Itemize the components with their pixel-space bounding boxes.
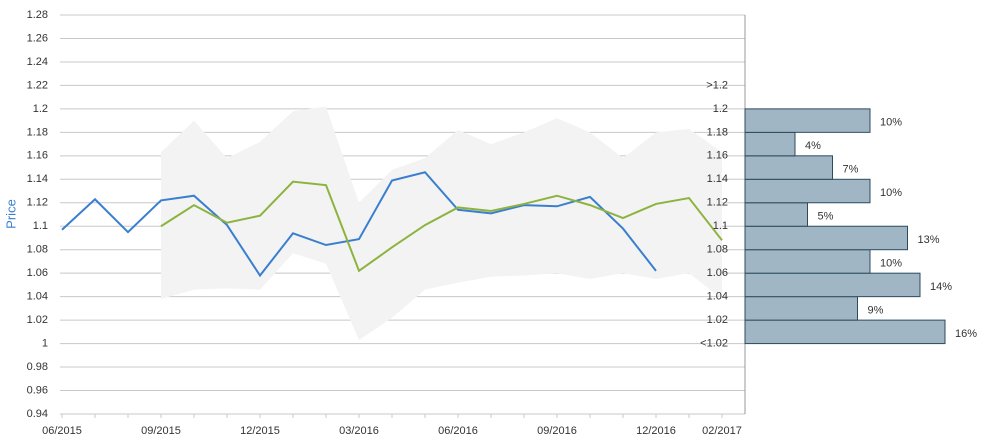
histogram-tick-label: 1.16 [707,150,728,162]
histogram-tick-label: 1.08 [707,244,728,256]
histogram-tick-label: 1.02 [707,314,728,326]
histogram-tick-label: 1.04 [707,291,728,303]
x-tick-label: 03/2016 [339,425,379,437]
y-tick-label: 0.94 [27,408,48,420]
x-tick-label: 02/2017 [702,425,742,437]
y-tick-label: 1.1 [33,220,48,232]
y-tick-label: 1.04 [27,291,48,303]
y-axis-label: Price [3,199,18,229]
series-line [160,180,723,273]
histogram-bar [744,296,858,321]
y-tick-label: 1.28 [27,9,48,21]
y-tick-label: 1.24 [27,56,48,68]
bar-value-label: 4% [805,140,821,152]
bar-value-label: 16% [955,328,977,340]
x-tick-label: 06/2016 [438,425,478,437]
histogram-bar [744,249,871,274]
x-tick-label: 12/2016 [636,425,676,437]
x-tick-label: 12/2015 [240,425,280,437]
series-line [61,171,657,278]
bar-value-label: 7% [843,163,859,175]
y-tick-label: 1 [42,337,48,349]
bar-value-label: 10% [880,187,902,199]
histogram-tick-label: 1.18 [707,126,728,138]
y-tick-label: 1.14 [27,173,48,185]
histogram-bar [744,155,833,180]
bar-value-label: 10% [880,257,902,269]
histogram-tick-label: <1.02 [700,337,728,349]
histogram-bar [744,108,871,133]
histogram-tick-label: >1.2 [706,79,728,91]
bar-value-label: 5% [818,210,834,222]
y-tick-label: 1.16 [27,150,48,162]
y-tick-label: 1.18 [27,126,48,138]
bar-value-label: 13% [918,234,940,246]
x-tick-label: 09/2015 [141,425,181,437]
y-tick-label: 0.96 [27,384,48,396]
y-tick-label: 1.08 [27,244,48,256]
y-tick-label: 0.98 [27,361,48,373]
histogram-bar [744,202,808,227]
histogram-tick-label: 1.12 [707,197,728,209]
histogram-tick-label: 1.1 [713,220,728,232]
y-tick-label: 1.12 [27,197,48,209]
histogram-bar [744,225,908,251]
histogram-bar [744,131,796,157]
histogram-tick-label: 1.2 [713,103,728,115]
bar-value-label: 9% [868,304,884,316]
y-tick-label: 1.06 [27,267,48,279]
histogram-bar [744,272,921,298]
histogram-bar [744,178,871,204]
y-tick-label: 1.2 [33,103,48,115]
bar-value-label: 14% [930,281,952,293]
y-tick-label: 1.22 [27,79,48,91]
y-tick-label: 1.02 [27,314,48,326]
x-tick-label: 06/2015 [42,425,82,437]
histogram-tick-label: 1.14 [707,173,728,185]
range-band [161,106,722,341]
y-tick-label: 1.26 [27,32,48,44]
histogram-tick-label: 1.06 [707,267,728,279]
x-tick-label: 09/2016 [537,425,577,437]
histogram-bar [744,319,946,345]
bar-value-label: 10% [880,117,902,129]
